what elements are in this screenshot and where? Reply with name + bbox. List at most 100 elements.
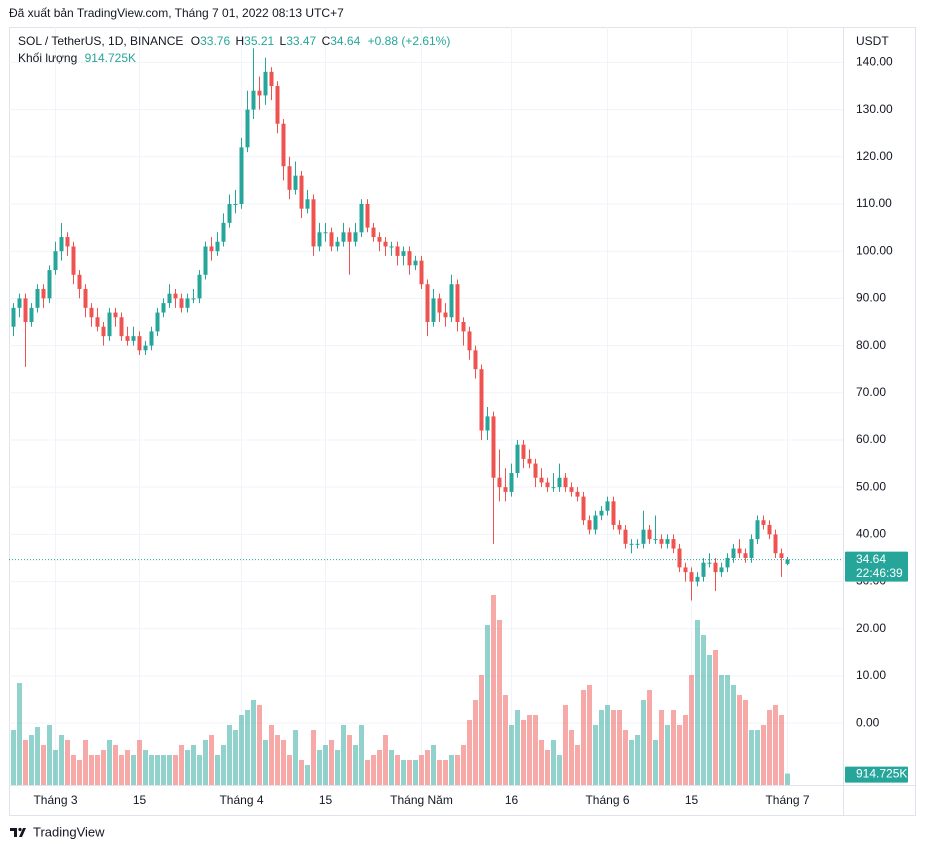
- volume-bar: [401, 760, 406, 785]
- x-tick-label: 15: [685, 793, 699, 807]
- volume-bar: [89, 755, 94, 785]
- candle-body: [755, 520, 760, 540]
- volume-bar: [107, 740, 112, 785]
- candle-body: [725, 557, 730, 568]
- candle-body: [131, 336, 136, 341]
- volume-bar: [155, 755, 160, 785]
- candle-body: [119, 317, 124, 337]
- volume-bar: [641, 700, 646, 785]
- volume-bar: [173, 755, 178, 785]
- candle-body: [671, 539, 676, 549]
- volume-bar: [11, 730, 16, 785]
- volume-bar: [83, 740, 88, 785]
- volume-bar: [281, 740, 286, 785]
- candle-body: [533, 463, 538, 478]
- volume-bar: [767, 710, 772, 785]
- volume-bar: [395, 755, 400, 785]
- volume-bar: [53, 750, 58, 785]
- candle-body: [191, 298, 196, 300]
- volume-bar: [443, 760, 448, 785]
- volume-bar: [695, 620, 700, 785]
- ohlc-value: 35.21: [244, 34, 274, 48]
- candle-body: [143, 345, 148, 351]
- candle-body: [341, 232, 346, 242]
- candle-body: [719, 567, 724, 573]
- volume-bar: [95, 755, 100, 785]
- volume-bar: [191, 745, 196, 785]
- volume-bar: [563, 705, 568, 785]
- volume-bar: [239, 715, 244, 785]
- volume-bar: [119, 755, 124, 785]
- candle-body: [155, 312, 160, 332]
- x-tick-label: Tháng 3: [33, 793, 77, 807]
- candle-body: [497, 477, 502, 488]
- volume-bar: [701, 635, 706, 785]
- candle-body: [335, 241, 340, 247]
- y-tick-label: 60.00: [856, 432, 886, 446]
- volume-bar: [431, 745, 436, 785]
- candle-body: [491, 416, 496, 478]
- volume-bar: [323, 745, 328, 785]
- candle-body: [173, 293, 178, 299]
- candle-body: [353, 232, 358, 242]
- candle-body: [587, 520, 592, 530]
- volume-bar: [455, 755, 460, 785]
- volume-bar: [629, 740, 634, 785]
- volume-bar: [377, 750, 382, 785]
- volume-pane: [11, 595, 790, 785]
- candle-body: [299, 175, 304, 209]
- volume-bar: [503, 695, 508, 785]
- y-tick-label: 80.00: [856, 338, 886, 352]
- ohlc-value: 34.64: [330, 34, 360, 48]
- candle-body: [263, 71, 268, 96]
- candle-body: [569, 487, 574, 492]
- candle-body: [125, 336, 130, 341]
- volume-bar: [269, 725, 274, 785]
- volume-bar: [293, 730, 298, 785]
- volume-bar: [593, 725, 598, 785]
- candle-body: [623, 529, 628, 544]
- candle-body: [329, 232, 334, 247]
- candle-body: [695, 576, 700, 582]
- volume-bar: [731, 685, 736, 785]
- x-tick-label: 15: [319, 793, 333, 807]
- y-tick-label: 100.00: [856, 243, 893, 257]
- volume-bar: [71, 755, 76, 785]
- candle-body: [365, 203, 370, 228]
- candle-body: [311, 199, 316, 247]
- volume-bar: [449, 755, 454, 785]
- candle-body: [23, 298, 28, 322]
- volume-bar: [653, 740, 658, 785]
- volume-bar: [473, 700, 478, 785]
- candle-body: [89, 307, 94, 318]
- candle-body: [257, 90, 262, 96]
- y-tick-label: 50.00: [856, 479, 886, 493]
- price-badge-countdown: 22:46:39: [856, 566, 903, 580]
- candle-body: [83, 288, 88, 308]
- candle-body: [95, 317, 100, 327]
- volume-bar: [131, 755, 136, 785]
- candle-body: [611, 501, 616, 525]
- volume-bar: [617, 710, 622, 785]
- candle-body: [113, 312, 118, 318]
- candle-body: [17, 298, 22, 308]
- candle-body: [41, 288, 46, 299]
- volume-bar: [197, 755, 202, 785]
- frame: [9, 27, 916, 816]
- candle-body: [29, 307, 34, 322]
- volume-bar: [437, 760, 442, 785]
- volume-bar: [467, 720, 472, 785]
- volume-bar: [257, 705, 262, 785]
- candle-body: [413, 260, 418, 266]
- volume-bar: [521, 720, 526, 785]
- candles: [11, 48, 790, 601]
- candle-body: [701, 562, 706, 577]
- candle-body: [419, 260, 424, 285]
- volume-bar: [113, 745, 118, 785]
- candle-body: [101, 326, 106, 337]
- volume-bar: [497, 620, 502, 785]
- y-tick-label: 140.00: [856, 55, 893, 69]
- candle-body: [371, 227, 376, 238]
- candle-body: [179, 298, 184, 308]
